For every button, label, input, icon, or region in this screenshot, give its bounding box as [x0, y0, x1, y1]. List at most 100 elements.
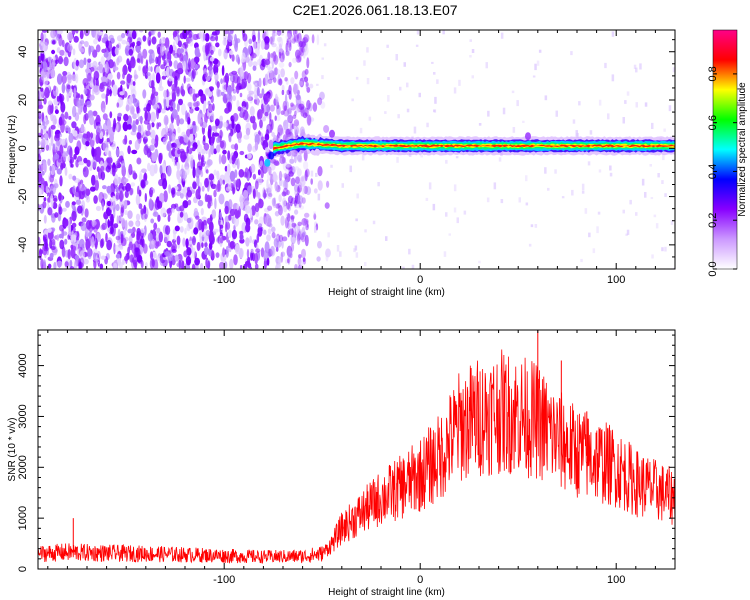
noise-speckle — [38, 104, 44, 110]
noise-speckle — [403, 62, 406, 67]
noise-speckle — [249, 235, 253, 244]
signal-blob — [323, 124, 330, 133]
noise-speckle — [103, 193, 108, 200]
noise-speckle — [266, 124, 271, 130]
noise-speckle — [75, 73, 79, 84]
noise-speckle — [282, 121, 287, 126]
noise-speckle — [41, 170, 45, 176]
noise-speckle — [170, 142, 177, 149]
noise-speckle — [597, 211, 601, 215]
noise-speckle — [208, 242, 213, 250]
noise-speckle — [302, 257, 306, 262]
noise-speckle — [668, 105, 672, 112]
noise-speckle — [166, 240, 172, 248]
noise-speckle — [433, 109, 436, 112]
noise-speckle — [39, 42, 46, 54]
noise-speckle — [321, 75, 324, 80]
noise-speckle — [100, 238, 105, 247]
noise-speckle — [315, 172, 318, 177]
noise-speckle — [471, 75, 474, 79]
noise-speckle — [639, 63, 642, 70]
noise-speckle — [227, 150, 231, 161]
noise-speckle — [271, 132, 275, 137]
noise-speckle — [397, 114, 400, 119]
noise-speckle — [290, 102, 294, 107]
noise-speckle — [107, 73, 113, 80]
noise-speckle — [128, 163, 133, 176]
noise-speckle — [191, 235, 196, 246]
noise-speckle — [150, 218, 155, 224]
noise-speckle — [153, 163, 158, 174]
noise-speckle — [263, 189, 267, 200]
noise-speckle — [167, 253, 174, 262]
noise-speckle — [294, 263, 298, 269]
noise-speckle — [287, 248, 292, 258]
noise-speckle — [48, 57, 52, 69]
signal-band-layer — [273, 142, 675, 150]
noise-speckle — [511, 90, 515, 94]
noise-speckle — [91, 146, 95, 157]
noise-speckle — [182, 60, 187, 72]
noise-speckle — [534, 63, 537, 71]
noise-speckle — [164, 125, 169, 136]
noise-speckle — [250, 248, 254, 254]
noise-speckle — [179, 205, 185, 212]
noise-speckle — [254, 82, 258, 92]
noise-speckle — [150, 30, 156, 36]
noise-speckle — [81, 217, 87, 223]
noise-speckle — [181, 89, 186, 97]
noise-speckle — [199, 182, 202, 188]
noise-speckle — [547, 187, 550, 191]
noise-speckle — [252, 34, 256, 43]
noise-speckle — [247, 143, 253, 153]
noise-speckle — [48, 142, 52, 151]
noise-speckle — [103, 52, 109, 58]
noise-speckle — [193, 227, 199, 235]
noise-speckle — [287, 213, 291, 222]
noise-speckle — [122, 88, 126, 94]
noise-speckle — [142, 48, 148, 59]
noise-speckle — [305, 186, 312, 196]
noise-speckle — [314, 226, 317, 233]
noise-speckle — [294, 209, 299, 215]
noise-speckle — [64, 137, 68, 149]
noise-speckle — [304, 68, 309, 75]
noise-speckle — [218, 48, 222, 57]
noise-speckle — [117, 112, 122, 117]
noise-speckle — [149, 189, 154, 195]
noise-speckle — [234, 41, 238, 52]
noise-speckle — [189, 40, 194, 47]
noise-speckle — [294, 121, 300, 134]
noise-speckle — [289, 250, 294, 257]
noise-speckle — [107, 188, 112, 195]
noise-speckle — [366, 78, 370, 85]
noise-speckle — [146, 103, 151, 112]
noise-speckle — [222, 179, 226, 185]
noise-speckle — [286, 189, 290, 196]
noise-speckle — [327, 232, 330, 238]
noise-speckle — [202, 135, 206, 142]
noise-speckle — [295, 265, 299, 269]
noise-speckle — [635, 67, 638, 73]
noise-speckle — [168, 60, 173, 67]
noise-speckle — [271, 119, 274, 130]
noise-speckle — [304, 234, 309, 247]
noise-speckle — [268, 66, 273, 73]
noise-speckle — [93, 38, 98, 45]
noise-speckle — [193, 207, 198, 216]
noise-speckle — [54, 212, 59, 218]
noise-speckle — [99, 82, 104, 90]
noise-speckle — [239, 150, 245, 156]
noise-speckle — [207, 91, 213, 97]
noise-speckle — [536, 60, 540, 66]
noise-speckle — [219, 261, 225, 269]
noise-speckle — [250, 163, 256, 173]
noise-speckle — [210, 115, 214, 121]
noise-speckle — [316, 83, 319, 86]
noise-speckle — [148, 53, 153, 65]
noise-speckle — [52, 143, 56, 151]
noise-speckle — [56, 140, 61, 147]
noise-speckle — [289, 223, 293, 230]
noise-speckle — [192, 121, 196, 126]
